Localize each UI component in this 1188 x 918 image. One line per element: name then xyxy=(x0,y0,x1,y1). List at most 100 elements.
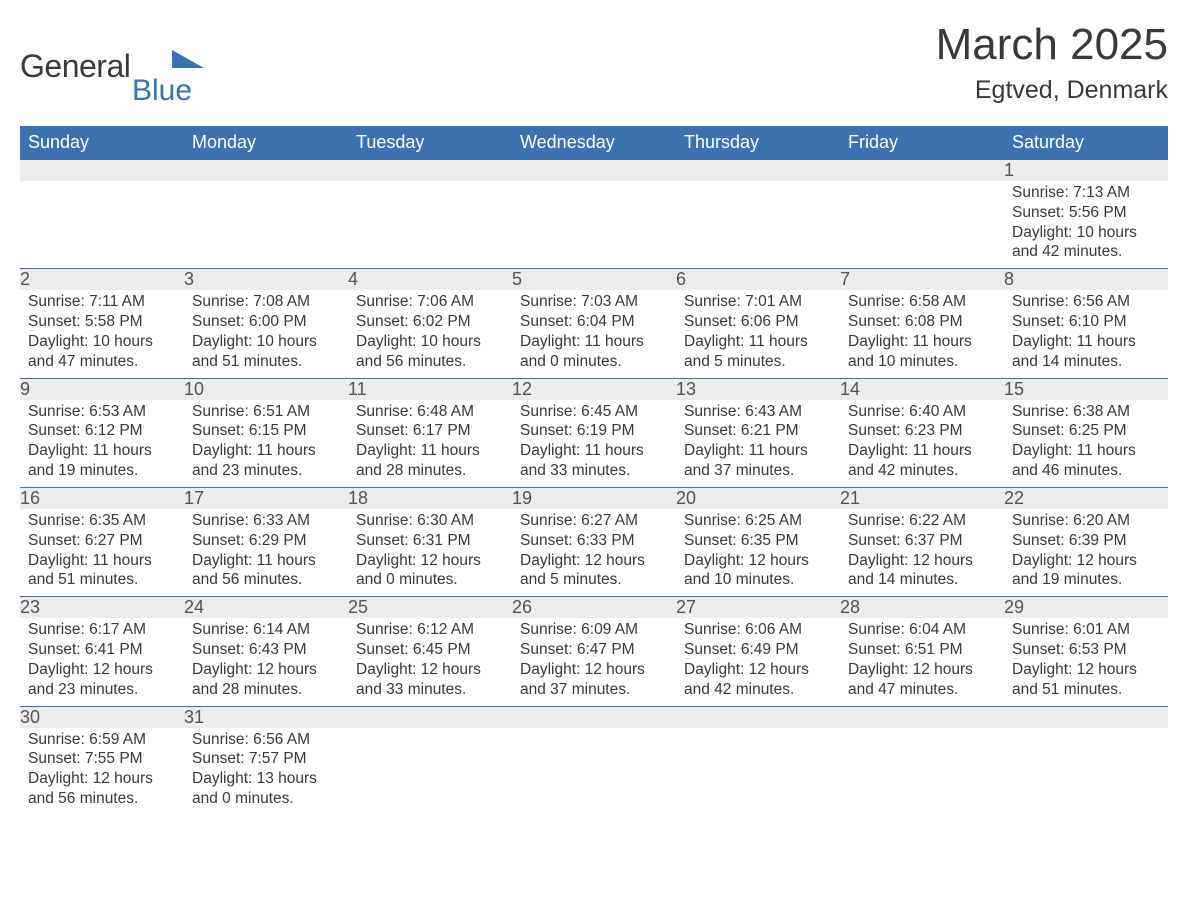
day-detail-cell: Sunrise: 6:56 AMSunset: 7:57 PMDaylight:… xyxy=(184,728,348,815)
day-detail-cell: Sunrise: 6:38 AMSunset: 6:25 PMDaylight:… xyxy=(1004,400,1168,488)
daylight-line1: Daylight: 11 hours xyxy=(1012,332,1160,352)
day-number-cell: 20 xyxy=(676,487,840,509)
sunrise-text: Sunrise: 7:08 AM xyxy=(192,292,340,312)
sunset-text: Sunset: 6:00 PM xyxy=(192,312,340,332)
daylight-line2: and 33 minutes. xyxy=(520,461,668,481)
title-month: March 2025 xyxy=(936,20,1168,70)
day-number-cell: 25 xyxy=(348,597,512,619)
week-detail-row: Sunrise: 7:11 AMSunset: 5:58 PMDaylight:… xyxy=(20,290,1168,378)
sunset-text: Sunset: 7:57 PM xyxy=(192,749,340,769)
day-number-cell: 14 xyxy=(840,378,1004,400)
daylight-line2: and 10 minutes. xyxy=(684,570,832,590)
day-detail-cell: Sunrise: 6:35 AMSunset: 6:27 PMDaylight:… xyxy=(20,509,184,597)
sunset-text: Sunset: 6:12 PM xyxy=(28,421,176,441)
daylight-line1: Daylight: 12 hours xyxy=(848,551,996,571)
daylight-line2: and 23 minutes. xyxy=(28,680,176,700)
sunset-text: Sunset: 6:29 PM xyxy=(192,531,340,551)
day-number-cell xyxy=(348,706,512,728)
sunset-text: Sunset: 6:45 PM xyxy=(356,640,504,660)
daylight-line2: and 37 minutes. xyxy=(684,461,832,481)
daylight-line2: and 0 minutes. xyxy=(520,352,668,372)
title-block: March 2025 Egtved, Denmark xyxy=(936,20,1168,105)
sunset-text: Sunset: 6:39 PM xyxy=(1012,531,1160,551)
sunrise-text: Sunrise: 6:20 AM xyxy=(1012,511,1160,531)
day-number-cell: 5 xyxy=(512,269,676,291)
day-detail-cell: Sunrise: 6:56 AMSunset: 6:10 PMDaylight:… xyxy=(1004,290,1168,378)
brand-logo: General Blue xyxy=(20,48,200,108)
day-number-cell xyxy=(840,160,1004,182)
daylight-line2: and 5 minutes. xyxy=(684,352,832,372)
sunset-text: Sunset: 6:08 PM xyxy=(848,312,996,332)
day-detail-cell xyxy=(348,181,512,269)
daylight-line2: and 51 minutes. xyxy=(192,352,340,372)
week-daynum-row: 3031 xyxy=(20,706,1168,728)
daylight-line2: and 10 minutes. xyxy=(848,352,996,372)
week-daynum-row: 16171819202122 xyxy=(20,487,1168,509)
day-number-cell: 16 xyxy=(20,487,184,509)
daylight-line2: and 23 minutes. xyxy=(192,461,340,481)
sunrise-text: Sunrise: 6:17 AM xyxy=(28,620,176,640)
sunset-text: Sunset: 6:27 PM xyxy=(28,531,176,551)
sunrise-text: Sunrise: 7:06 AM xyxy=(356,292,504,312)
day-detail-cell: Sunrise: 6:04 AMSunset: 6:51 PMDaylight:… xyxy=(840,618,1004,706)
day-number-cell: 27 xyxy=(676,597,840,619)
day-detail-cell xyxy=(184,181,348,269)
daylight-line2: and 19 minutes. xyxy=(28,461,176,481)
sunset-text: Sunset: 6:49 PM xyxy=(684,640,832,660)
sunrise-text: Sunrise: 7:03 AM xyxy=(520,292,668,312)
brand-triangle-icon xyxy=(172,50,204,68)
daylight-line2: and 51 minutes. xyxy=(28,570,176,590)
day-detail-cell xyxy=(512,728,676,815)
day-detail-cell: Sunrise: 6:17 AMSunset: 6:41 PMDaylight:… xyxy=(20,618,184,706)
daylight-line1: Daylight: 11 hours xyxy=(1012,441,1160,461)
sunrise-text: Sunrise: 6:59 AM xyxy=(28,730,176,750)
day-detail-cell: Sunrise: 7:11 AMSunset: 5:58 PMDaylight:… xyxy=(20,290,184,378)
calendar-body: 1Sunrise: 7:13 AMSunset: 5:56 PMDaylight… xyxy=(20,160,1168,815)
sunset-text: Sunset: 6:53 PM xyxy=(1012,640,1160,660)
sunrise-text: Sunrise: 6:56 AM xyxy=(1012,292,1160,312)
daylight-line1: Daylight: 13 hours xyxy=(192,769,340,789)
day-number-cell: 24 xyxy=(184,597,348,619)
daylight-line1: Daylight: 11 hours xyxy=(684,441,832,461)
daylight-line1: Daylight: 12 hours xyxy=(28,660,176,680)
daylight-line1: Daylight: 10 hours xyxy=(1012,223,1160,243)
day-number-cell xyxy=(20,160,184,182)
day-detail-cell: Sunrise: 6:48 AMSunset: 6:17 PMDaylight:… xyxy=(348,400,512,488)
weekday-header: Friday xyxy=(840,126,1004,160)
weekday-header: Tuesday xyxy=(348,126,512,160)
daylight-line2: and 47 minutes. xyxy=(848,680,996,700)
day-number-cell: 1 xyxy=(1004,160,1168,182)
day-detail-cell: Sunrise: 6:20 AMSunset: 6:39 PMDaylight:… xyxy=(1004,509,1168,597)
daylight-line2: and 5 minutes. xyxy=(520,570,668,590)
day-number-cell: 9 xyxy=(20,378,184,400)
day-detail-cell xyxy=(348,728,512,815)
sunrise-text: Sunrise: 6:45 AM xyxy=(520,402,668,422)
daylight-line2: and 51 minutes. xyxy=(1012,680,1160,700)
daylight-line1: Daylight: 11 hours xyxy=(356,441,504,461)
daylight-line1: Daylight: 12 hours xyxy=(356,551,504,571)
sunset-text: Sunset: 5:58 PM xyxy=(28,312,176,332)
sunset-text: Sunset: 6:43 PM xyxy=(192,640,340,660)
sunset-text: Sunset: 6:31 PM xyxy=(356,531,504,551)
sunset-text: Sunset: 6:15 PM xyxy=(192,421,340,441)
daylight-line1: Daylight: 12 hours xyxy=(520,660,668,680)
daylight-line2: and 28 minutes. xyxy=(356,461,504,481)
day-detail-cell: Sunrise: 6:01 AMSunset: 6:53 PMDaylight:… xyxy=(1004,618,1168,706)
day-detail-cell: Sunrise: 7:08 AMSunset: 6:00 PMDaylight:… xyxy=(184,290,348,378)
day-detail-cell: Sunrise: 7:06 AMSunset: 6:02 PMDaylight:… xyxy=(348,290,512,378)
sunrise-text: Sunrise: 6:33 AM xyxy=(192,511,340,531)
sunset-text: Sunset: 6:25 PM xyxy=(1012,421,1160,441)
daylight-line1: Daylight: 11 hours xyxy=(520,441,668,461)
day-detail-cell: Sunrise: 6:45 AMSunset: 6:19 PMDaylight:… xyxy=(512,400,676,488)
week-detail-row: Sunrise: 6:17 AMSunset: 6:41 PMDaylight:… xyxy=(20,618,1168,706)
day-detail-cell: Sunrise: 7:13 AMSunset: 5:56 PMDaylight:… xyxy=(1004,181,1168,269)
daylight-line1: Daylight: 12 hours xyxy=(1012,551,1160,571)
sunrise-text: Sunrise: 6:51 AM xyxy=(192,402,340,422)
sunset-text: Sunset: 6:06 PM xyxy=(684,312,832,332)
day-detail-cell xyxy=(676,728,840,815)
day-number-cell: 11 xyxy=(348,378,512,400)
daylight-line1: Daylight: 12 hours xyxy=(848,660,996,680)
sunset-text: Sunset: 6:02 PM xyxy=(356,312,504,332)
calendar-head: SundayMondayTuesdayWednesdayThursdayFrid… xyxy=(20,126,1168,160)
daylight-line2: and 46 minutes. xyxy=(1012,461,1160,481)
